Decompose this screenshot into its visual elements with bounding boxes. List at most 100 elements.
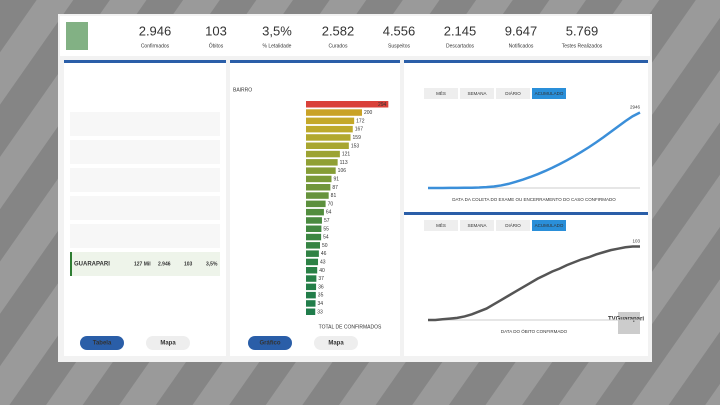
bar [306, 208, 324, 216]
kpi-value: 3,5% [262, 23, 292, 38]
tab[interactable] [424, 220, 458, 231]
axis-title: DATA DO ÓBITO CONFIRMADO [501, 328, 568, 334]
kpi-value: 103 [205, 23, 227, 38]
table-rows [70, 112, 220, 276]
bar [306, 267, 318, 274]
kpi-value: 2.946 [139, 23, 172, 38]
button[interactable] [248, 336, 292, 350]
tab[interactable] [460, 88, 494, 99]
bar [306, 175, 332, 183]
bar [306, 200, 326, 208]
bar [306, 233, 322, 241]
kpi-value: 9.647 [505, 23, 538, 38]
bar [306, 117, 355, 125]
tab[interactable] [496, 88, 530, 99]
button[interactable] [80, 336, 124, 350]
bar [306, 258, 319, 266]
bar-label: 54 [323, 235, 329, 241]
tab[interactable] [424, 88, 458, 99]
bar-label: 35 [318, 293, 324, 299]
bar-label: 46 [321, 251, 327, 257]
button[interactable] [314, 336, 358, 350]
tab-label: SEMANA [467, 223, 486, 228]
table-cell: 127 Mil [134, 261, 151, 267]
bar-label: 55 [323, 226, 329, 232]
table-cell: 103 [184, 261, 193, 267]
bar [306, 250, 319, 257]
bar-label: 113 [340, 160, 348, 166]
panel-bar [404, 60, 648, 63]
bar [306, 125, 353, 133]
bar-label: 91 [333, 177, 339, 183]
tab[interactable] [532, 88, 566, 99]
tab-label: DIÁRIO [505, 222, 521, 228]
bar [306, 225, 322, 232]
bar [306, 167, 336, 174]
logo [66, 22, 88, 50]
scroll-top[interactable] [618, 312, 640, 334]
table-cell: 2.946 [158, 261, 171, 267]
bar [306, 300, 316, 307]
bar [306, 109, 362, 116]
axis-title: TOTAL DE CONFIRMADOS [319, 324, 382, 330]
kpi-label: % Letalidade [263, 43, 292, 49]
bar-label: 37 [318, 276, 324, 282]
tab-label: MÊS [436, 89, 446, 96]
tab-label: SEMANA [467, 91, 486, 96]
bar-label: 153 [351, 143, 360, 149]
tab-label: ACUMULADO [535, 91, 564, 96]
header [60, 16, 650, 56]
tab-label: DIÁRIO [505, 90, 521, 96]
kpi-label: Confirmados [141, 43, 170, 49]
button-label: Mapa [328, 341, 344, 347]
kpi-label: Óbitos [209, 42, 224, 49]
table-cell: 3,5% [206, 261, 218, 267]
bar [306, 275, 317, 282]
tab-label: ACUMULADO [535, 223, 564, 228]
button-label: Mapa [160, 341, 176, 347]
panel-curves [404, 60, 648, 356]
button[interactable] [146, 336, 190, 350]
bar [306, 134, 351, 141]
button-label: Tabela [93, 341, 112, 347]
bar [306, 308, 316, 315]
kpi-value: 5.769 [566, 23, 599, 38]
button-label: Gráfico [259, 341, 280, 347]
line [428, 245, 640, 322]
bar-label: 64 [326, 210, 332, 216]
bar [306, 184, 331, 191]
bar [306, 142, 349, 149]
kpi-value: 4.556 [383, 23, 416, 38]
bar [306, 217, 322, 224]
kpi-label: Suspeitos [388, 43, 410, 49]
bar-label: 87 [332, 185, 338, 191]
bar-label: 167 [355, 127, 364, 133]
kpi-label: Testes Realizados [562, 43, 603, 49]
bar [306, 101, 389, 108]
chart-title: BAIRRO [233, 87, 252, 93]
end-label: 103 [632, 239, 640, 244]
bar [306, 283, 317, 291]
kpi-value: 2.582 [322, 23, 355, 38]
tab[interactable] [532, 220, 566, 231]
line [428, 111, 641, 190]
tab[interactable] [460, 220, 494, 231]
bar-label: 200 [364, 110, 373, 116]
panel-bar [230, 60, 400, 63]
axis-title: DATA DA COLETA DO EXAME OU ENCERRAMENTO … [452, 197, 616, 202]
tab[interactable] [496, 220, 530, 231]
tab-label: MÊS [436, 221, 446, 228]
bar-label: 294 [378, 102, 387, 108]
bar [306, 291, 316, 299]
bar-label: 106 [338, 168, 347, 174]
bar-label: 81 [331, 193, 337, 199]
bar-label: 172 [356, 118, 365, 124]
bar-label: 57 [324, 218, 330, 224]
kpi-label: Curados [329, 43, 348, 49]
bar [306, 150, 340, 158]
table-cell: GUARAPARI [74, 262, 110, 268]
bar-label: 33 [317, 309, 323, 315]
bar-label: 159 [353, 135, 362, 141]
bar-label: 70 [328, 201, 334, 207]
